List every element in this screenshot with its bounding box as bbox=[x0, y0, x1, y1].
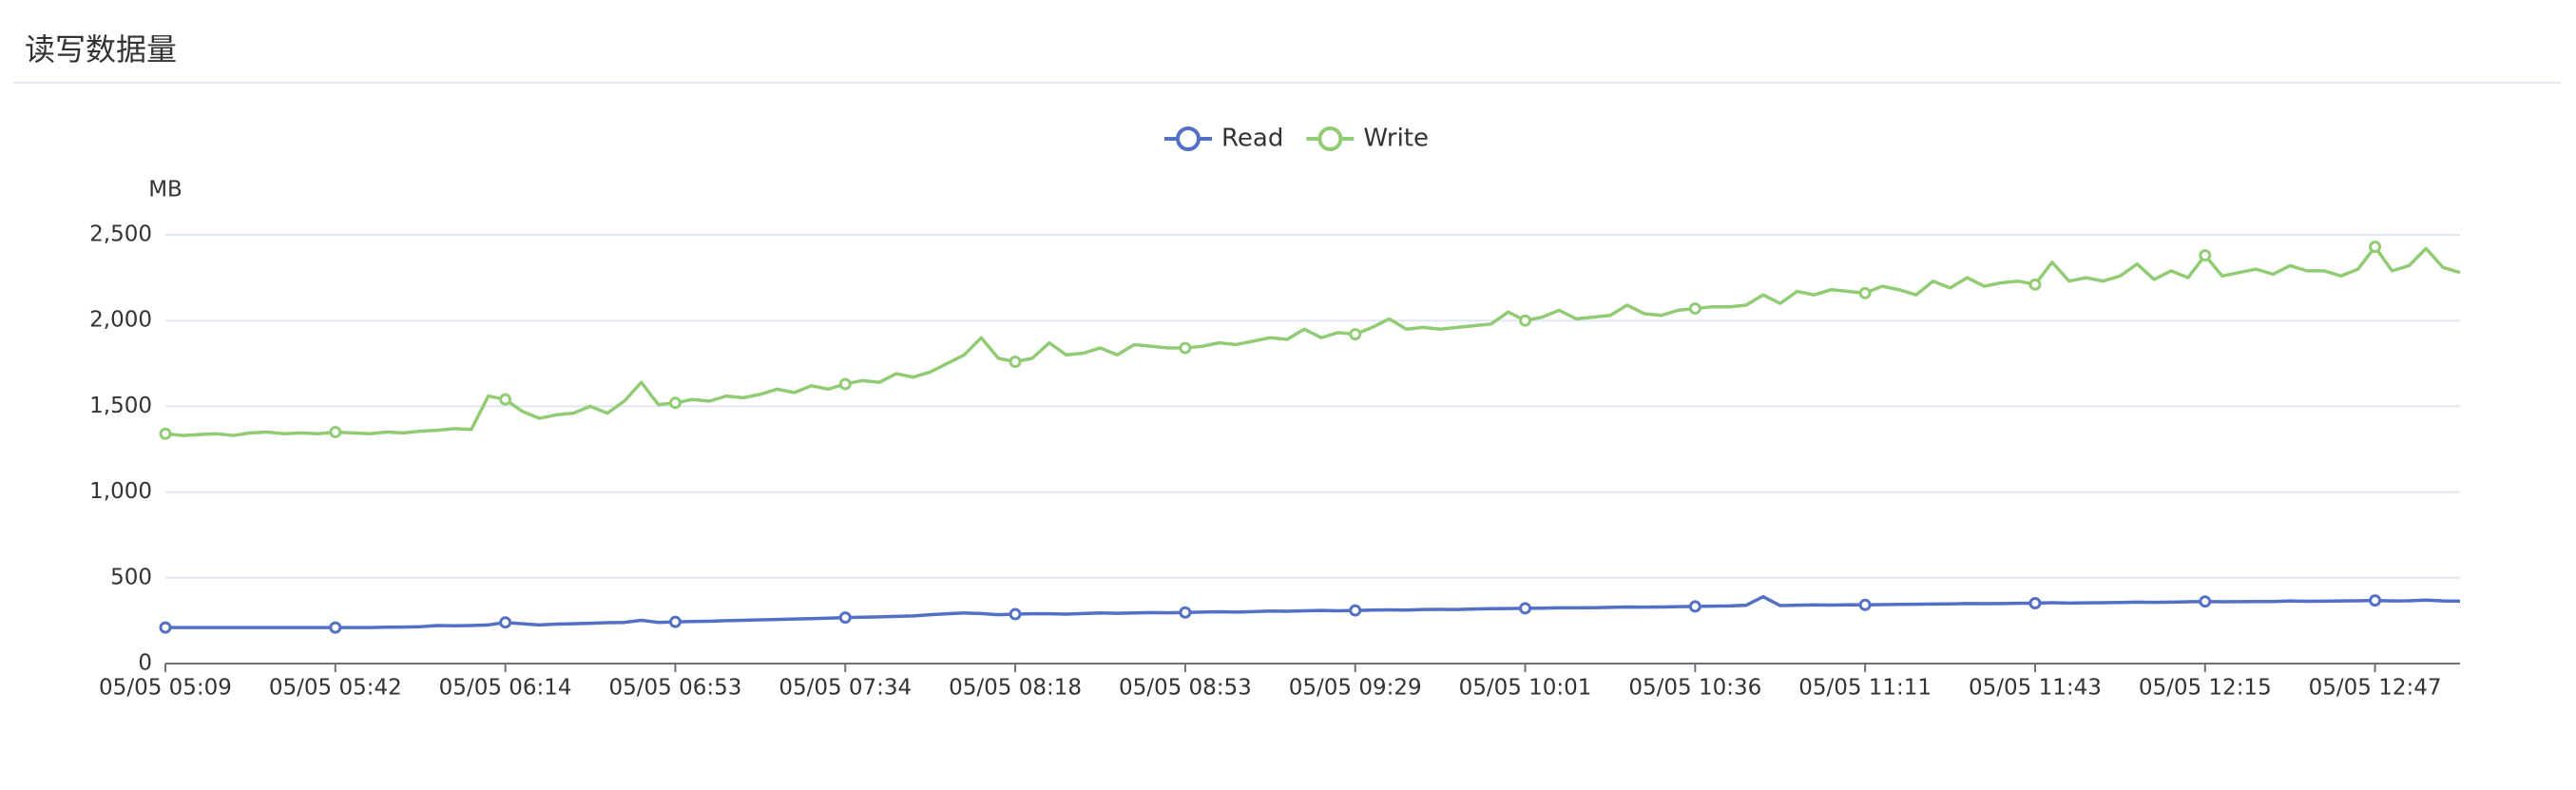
x-tick-label: 05/05 06:14 bbox=[439, 676, 572, 701]
data-point bbox=[1858, 286, 1872, 299]
series-line bbox=[165, 594, 2461, 629]
x-tick-label: 05/05 10:01 bbox=[1459, 676, 1592, 701]
data-point bbox=[2369, 594, 2382, 607]
data-point bbox=[329, 621, 342, 634]
data-point bbox=[668, 615, 682, 628]
data-point bbox=[159, 621, 172, 634]
data-point bbox=[1179, 341, 1192, 355]
x-tick-label: 05/05 12:47 bbox=[2309, 676, 2442, 701]
data-point bbox=[329, 425, 342, 438]
y-tick-label: 500 bbox=[110, 565, 152, 589]
x-tick-label: 05/05 06:53 bbox=[608, 676, 741, 701]
data-point bbox=[2028, 278, 2042, 291]
data-point bbox=[1688, 600, 1701, 613]
data-point bbox=[668, 396, 682, 410]
data-point bbox=[2199, 249, 2212, 262]
y-axis-label: MB bbox=[148, 178, 183, 202]
data-point bbox=[1688, 302, 1701, 316]
x-tick-label: 05/05 05:42 bbox=[269, 676, 402, 701]
data-point bbox=[838, 611, 852, 625]
y-tick-label: 1,500 bbox=[89, 394, 152, 418]
data-point bbox=[1349, 328, 1362, 341]
data-point bbox=[1349, 604, 1362, 617]
x-tick-label: 05/05 11:43 bbox=[1969, 676, 2102, 701]
x-tick-label: 05/05 08:53 bbox=[1119, 676, 1252, 701]
panel-title: 读写数据量 bbox=[25, 31, 177, 67]
legend-label: Write bbox=[1363, 125, 1429, 153]
x-tick-label: 05/05 05:09 bbox=[99, 676, 232, 701]
y-tick-label: 2,500 bbox=[89, 222, 152, 247]
legend-icon-circle bbox=[1176, 126, 1201, 151]
x-tick-label: 05/05 11:11 bbox=[1798, 676, 1932, 701]
data-point bbox=[159, 427, 172, 440]
data-point bbox=[1009, 607, 1022, 621]
y-tick-label: 1,000 bbox=[89, 479, 152, 504]
legend-icon-circle bbox=[1317, 126, 1343, 151]
data-point bbox=[499, 616, 512, 629]
y-tick-label: 2,000 bbox=[89, 308, 152, 333]
x-tick-label: 05/05 08:18 bbox=[949, 676, 1082, 701]
data-point bbox=[1519, 314, 1532, 327]
x-tick-label: 05/05 10:36 bbox=[1628, 676, 1761, 701]
data-point bbox=[838, 377, 852, 391]
data-point bbox=[1858, 598, 1872, 611]
y-tick-label: 0 bbox=[138, 651, 152, 676]
data-point bbox=[2028, 596, 2042, 609]
data-point bbox=[1009, 355, 1022, 368]
data-point bbox=[1179, 606, 1192, 619]
data-point bbox=[499, 393, 512, 406]
data-point bbox=[1519, 602, 1532, 615]
data-point bbox=[2369, 241, 2382, 254]
x-tick-label: 05/05 07:34 bbox=[779, 676, 912, 701]
data-point bbox=[2199, 595, 2212, 608]
x-tick-label: 05/05 12:15 bbox=[2139, 676, 2272, 701]
legend-label: Read bbox=[1221, 125, 1283, 153]
x-tick-label: 05/05 09:29 bbox=[1289, 676, 1422, 701]
series-line bbox=[164, 244, 2461, 437]
